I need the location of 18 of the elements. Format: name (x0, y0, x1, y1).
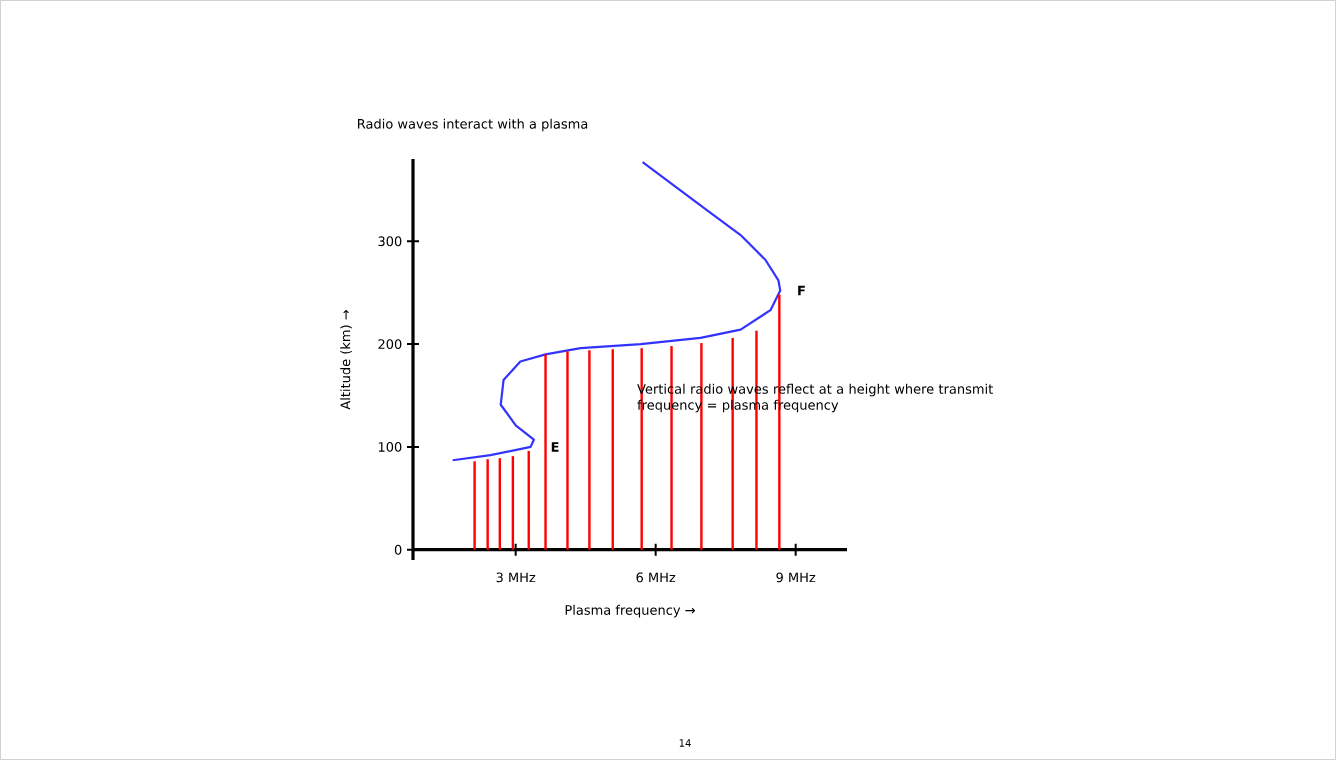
bar (486, 459, 489, 550)
chart-title: Radio waves interact with a plasma (358, 118, 588, 132)
x-tick-label: 3 MHz (496, 572, 536, 583)
annotation: E (551, 442, 559, 452)
bar (566, 351, 569, 550)
x-tick-label: 9 MHz (776, 572, 816, 583)
y-tick-label: 0 (394, 544, 402, 555)
bar (473, 461, 476, 550)
y-axis-title: Altitude (km) → (340, 310, 352, 410)
x-tick-label: 6 MHz (636, 572, 676, 583)
y-tick-label: 300 (378, 236, 402, 247)
x-axis-title: Plasma frequency → (565, 604, 695, 618)
y-tick-label: 200 (378, 339, 402, 349)
y-tick-label: 100 (378, 442, 402, 452)
annotation: F (798, 285, 805, 296)
text: 14 (679, 739, 691, 747)
bar (544, 354, 547, 550)
bar (588, 350, 591, 550)
